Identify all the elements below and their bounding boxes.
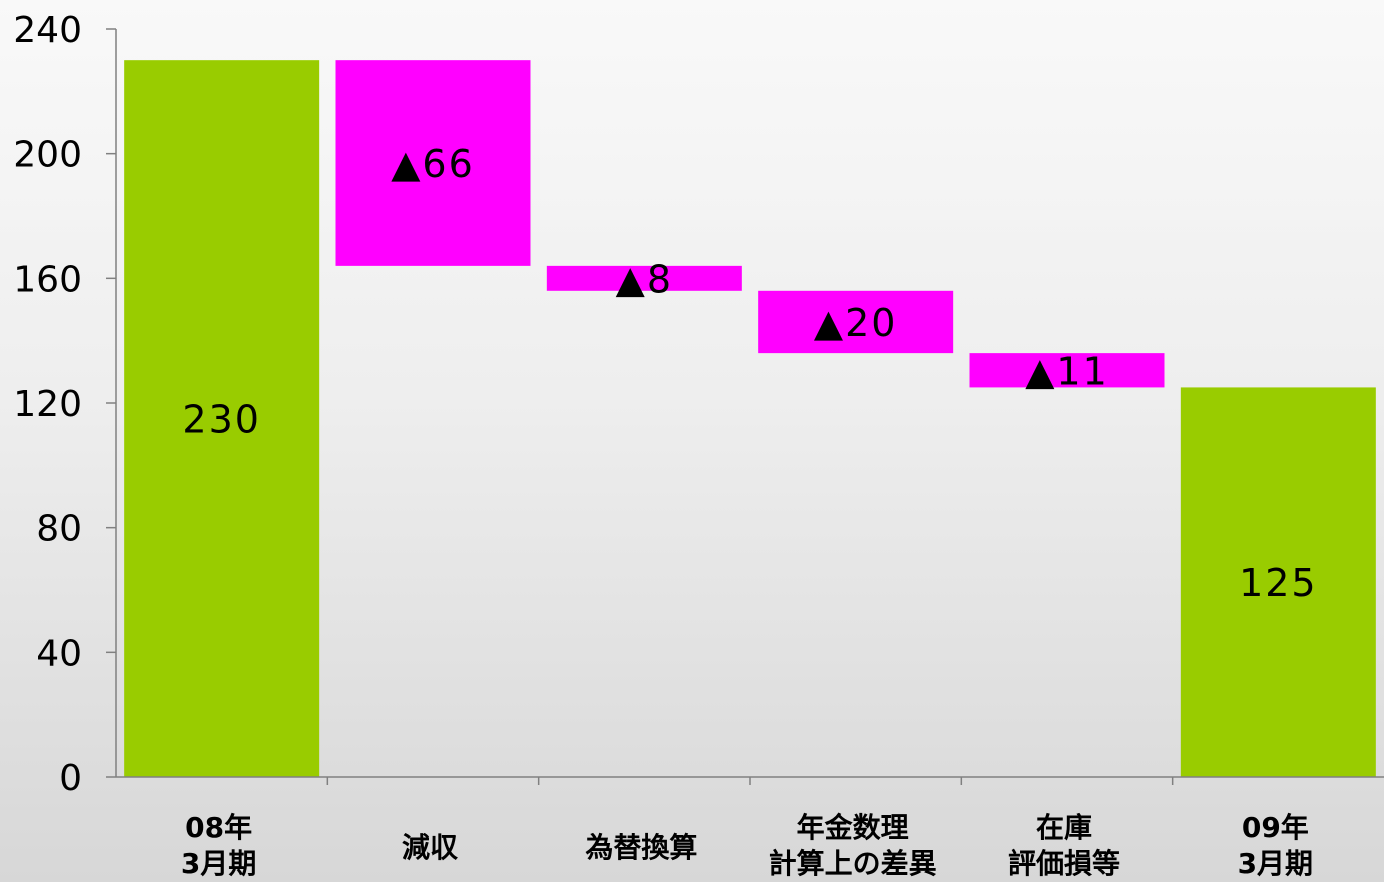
y-tick-label: 40 [36,633,82,674]
category-label: 在庫 [1036,811,1092,844]
category-label: 08年 [185,811,252,844]
decrease-bar [758,290,954,354]
y-axis: 0 40 80 120 160 200 240 [13,10,117,799]
category-label: 計算上の差異 [769,847,937,880]
bar-value-label: 125 [1239,561,1318,605]
total-bar [1180,387,1376,777]
decrease-bar [335,60,531,266]
y-tick-label: 80 [36,509,82,550]
y-tick-label: 0 [59,758,82,799]
bar-value-label: ▲20 [814,301,898,345]
decrease-bar [969,353,1165,388]
y-tick-label: 240 [13,10,82,51]
total-bar [124,60,320,777]
category-label: 減収 [402,831,459,864]
category-label: 3月期 [1238,847,1313,880]
y-tick-label: 120 [13,384,82,425]
bars-group [124,60,1376,777]
category-label: 3月期 [181,847,256,880]
category-label: 09年 [1242,811,1309,844]
y-tick-label: 200 [13,135,82,176]
category-label: 年金数理 [797,811,909,844]
data-labels-group: 230 ▲66 ▲8 ▲20 ▲11 125 [182,142,1318,605]
decrease-bar [546,265,742,291]
category-label: 評価損等 [1008,847,1120,880]
y-tick-label: 160 [13,259,82,300]
bar-value-label: ▲66 [391,142,475,186]
bar-value-label: ▲8 [616,257,673,301]
category-label: 為替換算 [585,831,697,864]
bar-value-label: ▲11 [1025,349,1109,393]
bar-value-label: 230 [182,398,261,442]
